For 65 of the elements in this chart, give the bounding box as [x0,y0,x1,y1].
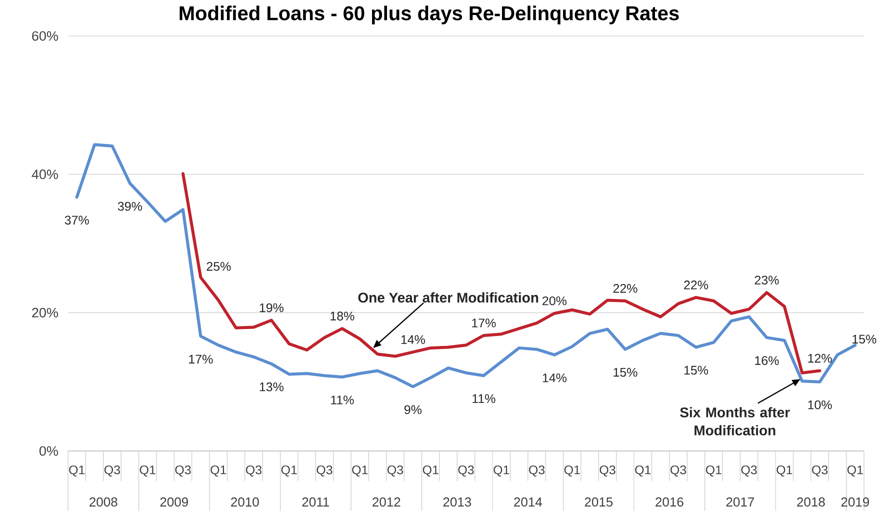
x-tick-label: Q1 [776,465,792,477]
x-tick-label: Q1 [140,465,156,477]
x-tick-label: Q1 [352,465,368,477]
x-tick-label: Q3 [600,465,616,477]
data-label: 15% [684,366,708,375]
data-label: 11% [331,396,354,404]
x-tick-label: Q1 [210,465,226,477]
x-tick-label: Q3 [388,465,404,477]
data-label: 9% [404,405,422,414]
x-tick-label: Q1 [564,465,580,477]
chart-title: Modified Loans - 60 plus days Re-Delinquency Rates [180,6,679,24]
data-label: 13% [260,382,284,392]
x-tick-label: Q3 [670,465,686,477]
x-tick-label: Q3 [175,465,191,477]
data-label: 10% [808,400,832,410]
text: 2014 [514,497,542,507]
x-tick-label: Q3 [104,465,120,477]
data-label: 14% [542,373,567,382]
data-label: 22% [613,284,638,293]
data-label: 11% [472,394,496,403]
data-label: 17% [189,354,213,364]
data-label: 20% [542,296,567,306]
text: 2013 [443,497,472,507]
series-label: One Year after Modification [358,292,538,303]
x-tick-label: Q1 [635,465,651,477]
text: 2019 [841,497,870,507]
text: 2008 [90,497,118,507]
text: 2017 [726,497,754,507]
x-tick-label: Q1 [494,465,510,477]
text: 2010 [231,497,259,507]
data-label: 23% [754,276,779,285]
x-tick-label: Q1 [69,465,85,477]
data-label: 19% [260,303,284,312]
x-tick-label: Q3 [316,465,332,477]
y-tick-label: 0% [39,446,58,456]
data-label: 12% [808,354,832,363]
text: Six Months after Modification [680,407,790,436]
data-label: 17% [472,318,496,328]
y-tick-label: 40% [32,170,58,180]
text: 2012 [372,497,400,507]
x-tick-label: Q1 [706,465,722,477]
x-tick-label: Q3 [529,465,545,477]
y-tick-label: 20% [32,308,58,318]
x-tick-label: Q3 [812,465,828,477]
text: 2018 [797,497,825,507]
data-label: 15% [614,368,638,377]
text: 2016 [656,497,684,507]
data-label: 18% [330,312,354,320]
x-tick-label: Q1 [281,465,297,477]
data-label: 16% [755,356,779,365]
x-tick-label: Q3 [458,465,474,477]
data-label: 25% [206,262,231,271]
text: 2011 [302,497,329,507]
y-tick-label: 60% [32,31,58,41]
text: 2009 [160,497,188,507]
data-label: 15% [852,334,876,344]
data-label: 14% [401,335,425,344]
data-label: 37% [64,216,89,225]
data-label: 39% [118,202,142,211]
text: 2015 [584,497,613,507]
x-tick-label: Q3 [741,465,757,477]
x-tick-label: Q3 [246,465,262,477]
x-tick-label: Q1 [847,465,863,477]
x-tick-label: Q1 [422,465,438,477]
data-label: 22% [684,280,708,290]
